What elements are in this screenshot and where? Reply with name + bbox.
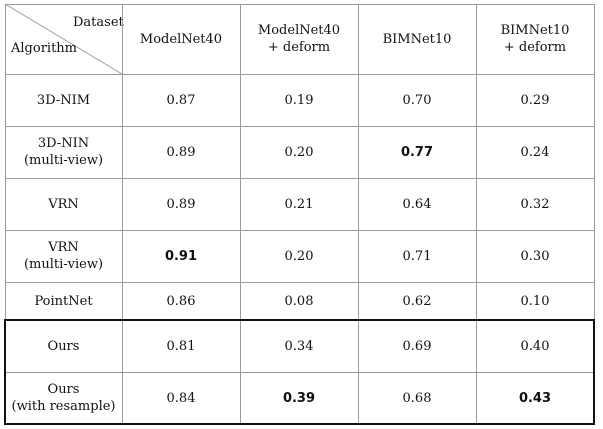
table-cell: 0.70 xyxy=(402,92,432,108)
table-cell: 0.20 xyxy=(284,144,314,160)
table-cell: 0.84 xyxy=(166,390,196,406)
grid-line xyxy=(594,4,595,424)
table-cell: 0.77 xyxy=(400,144,434,160)
grid-line xyxy=(240,4,241,424)
table-cell: 0.29 xyxy=(520,92,550,108)
table-cell: 0.91 xyxy=(164,248,198,264)
header-diagonal xyxy=(4,3,123,75)
row-header: 3D-NIN (multi-view) xyxy=(23,136,104,168)
table-cell: 0.21 xyxy=(284,196,314,212)
column-header: ModelNet40 + deform xyxy=(257,23,341,55)
table-cell: 0.68 xyxy=(402,390,432,406)
table-cell: 0.20 xyxy=(284,248,314,264)
table-cell: 0.39 xyxy=(282,390,316,406)
grid-line xyxy=(5,372,594,373)
table-cell: 0.19 xyxy=(284,92,314,108)
grid-line xyxy=(358,4,359,424)
grid-line xyxy=(5,423,595,425)
grid-line xyxy=(5,282,594,283)
table-cell: 0.40 xyxy=(520,338,550,354)
table-cell: 0.89 xyxy=(166,196,196,212)
table-cell: 0.34 xyxy=(284,338,314,354)
row-header: VRN (multi-view) xyxy=(23,240,104,272)
grid-line xyxy=(593,319,595,425)
grid-line xyxy=(476,4,477,424)
results-table: Dataset Algorithm ModelNet40 ModelNet40 +… xyxy=(4,3,595,425)
table-cell: 0.10 xyxy=(520,293,550,309)
table-cell: 0.62 xyxy=(402,293,432,309)
corner-label-algorithm: Algorithm xyxy=(11,41,77,56)
table-cell: 0.32 xyxy=(520,196,550,212)
column-header: ModelNet40 xyxy=(139,31,223,47)
grid-line xyxy=(122,4,123,424)
table-cell: 0.71 xyxy=(402,248,432,264)
row-header: Ours (with resample) xyxy=(11,382,116,414)
table-cell: 0.86 xyxy=(166,293,196,309)
table-cell: 0.30 xyxy=(520,248,550,264)
table-cell: 0.87 xyxy=(166,92,196,108)
table-cell: 0.24 xyxy=(520,144,550,160)
row-header: PointNet xyxy=(34,293,93,309)
grid-line xyxy=(5,230,594,231)
grid-line xyxy=(5,4,594,5)
column-header: BIMNet10 xyxy=(382,31,452,47)
corner-label-dataset: Dataset xyxy=(73,15,124,30)
table-cell: 0.64 xyxy=(402,196,432,212)
grid-line xyxy=(5,319,595,321)
table-cell: 0.08 xyxy=(284,293,314,309)
grid-line xyxy=(5,178,594,179)
grid-line xyxy=(5,126,594,127)
row-header: VRN xyxy=(48,196,79,212)
grid-line xyxy=(5,4,6,424)
grid-line xyxy=(5,74,594,75)
row-header: Ours xyxy=(47,338,80,354)
row-header: 3D-NIM xyxy=(36,92,91,108)
table-cell: 0.89 xyxy=(166,144,196,160)
table-cell: 0.43 xyxy=(518,390,552,406)
table-cell: 0.69 xyxy=(402,338,432,354)
table-cell: 0.81 xyxy=(166,338,196,354)
grid-line xyxy=(4,319,6,425)
column-header: BIMNet10 + deform xyxy=(500,23,570,55)
